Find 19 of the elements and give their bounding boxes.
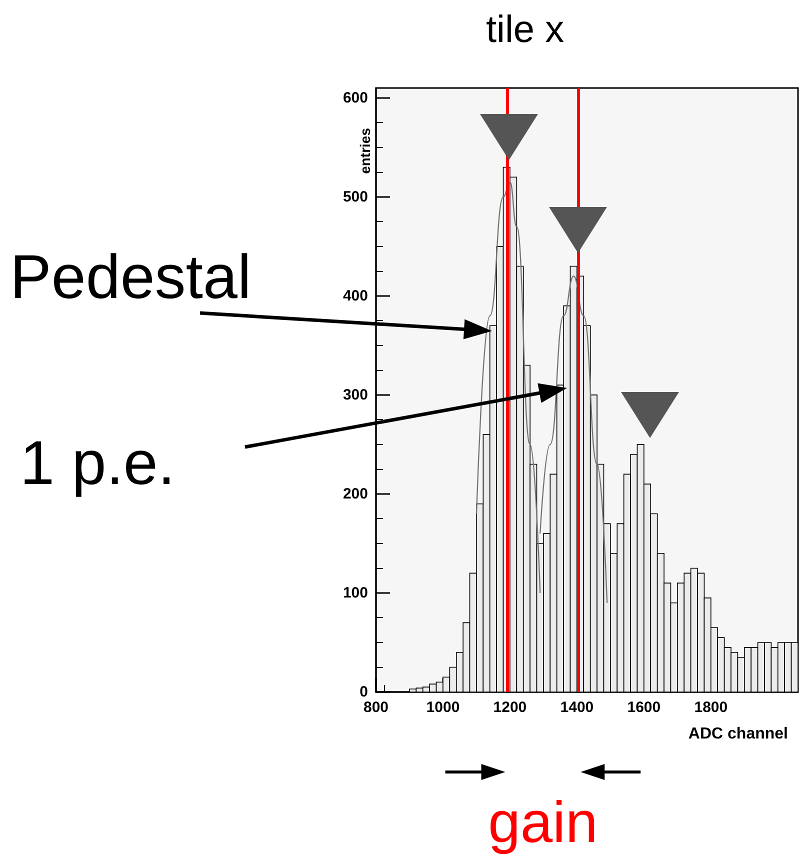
chart-title: tile x [486, 9, 564, 51]
x-tick-label: 1200 [493, 699, 527, 716]
y-axis-title: entries [357, 128, 373, 174]
x-tick-label: 1800 [694, 699, 728, 716]
x-tick-label: 1600 [627, 699, 661, 716]
x-tick-label: 800 [363, 699, 389, 716]
y-tick-label: 400 [342, 287, 368, 304]
y-tick-label: 0 [360, 684, 368, 700]
x-axis-title: ADC channel [688, 726, 788, 742]
x-tick-label: 1400 [560, 699, 594, 716]
x-tick-label: 1000 [426, 699, 460, 716]
text: gain [488, 790, 598, 855]
y-tick-label: 500 [342, 188, 368, 206]
text: 1 p.e. [20, 429, 176, 498]
y-tick-label: 100 [342, 584, 368, 602]
y-tick-label: 300 [342, 386, 368, 404]
y-tick-label: 600 [342, 89, 368, 106]
y-tick-label: 200 [342, 485, 368, 502]
text: Pedestal [10, 243, 252, 312]
